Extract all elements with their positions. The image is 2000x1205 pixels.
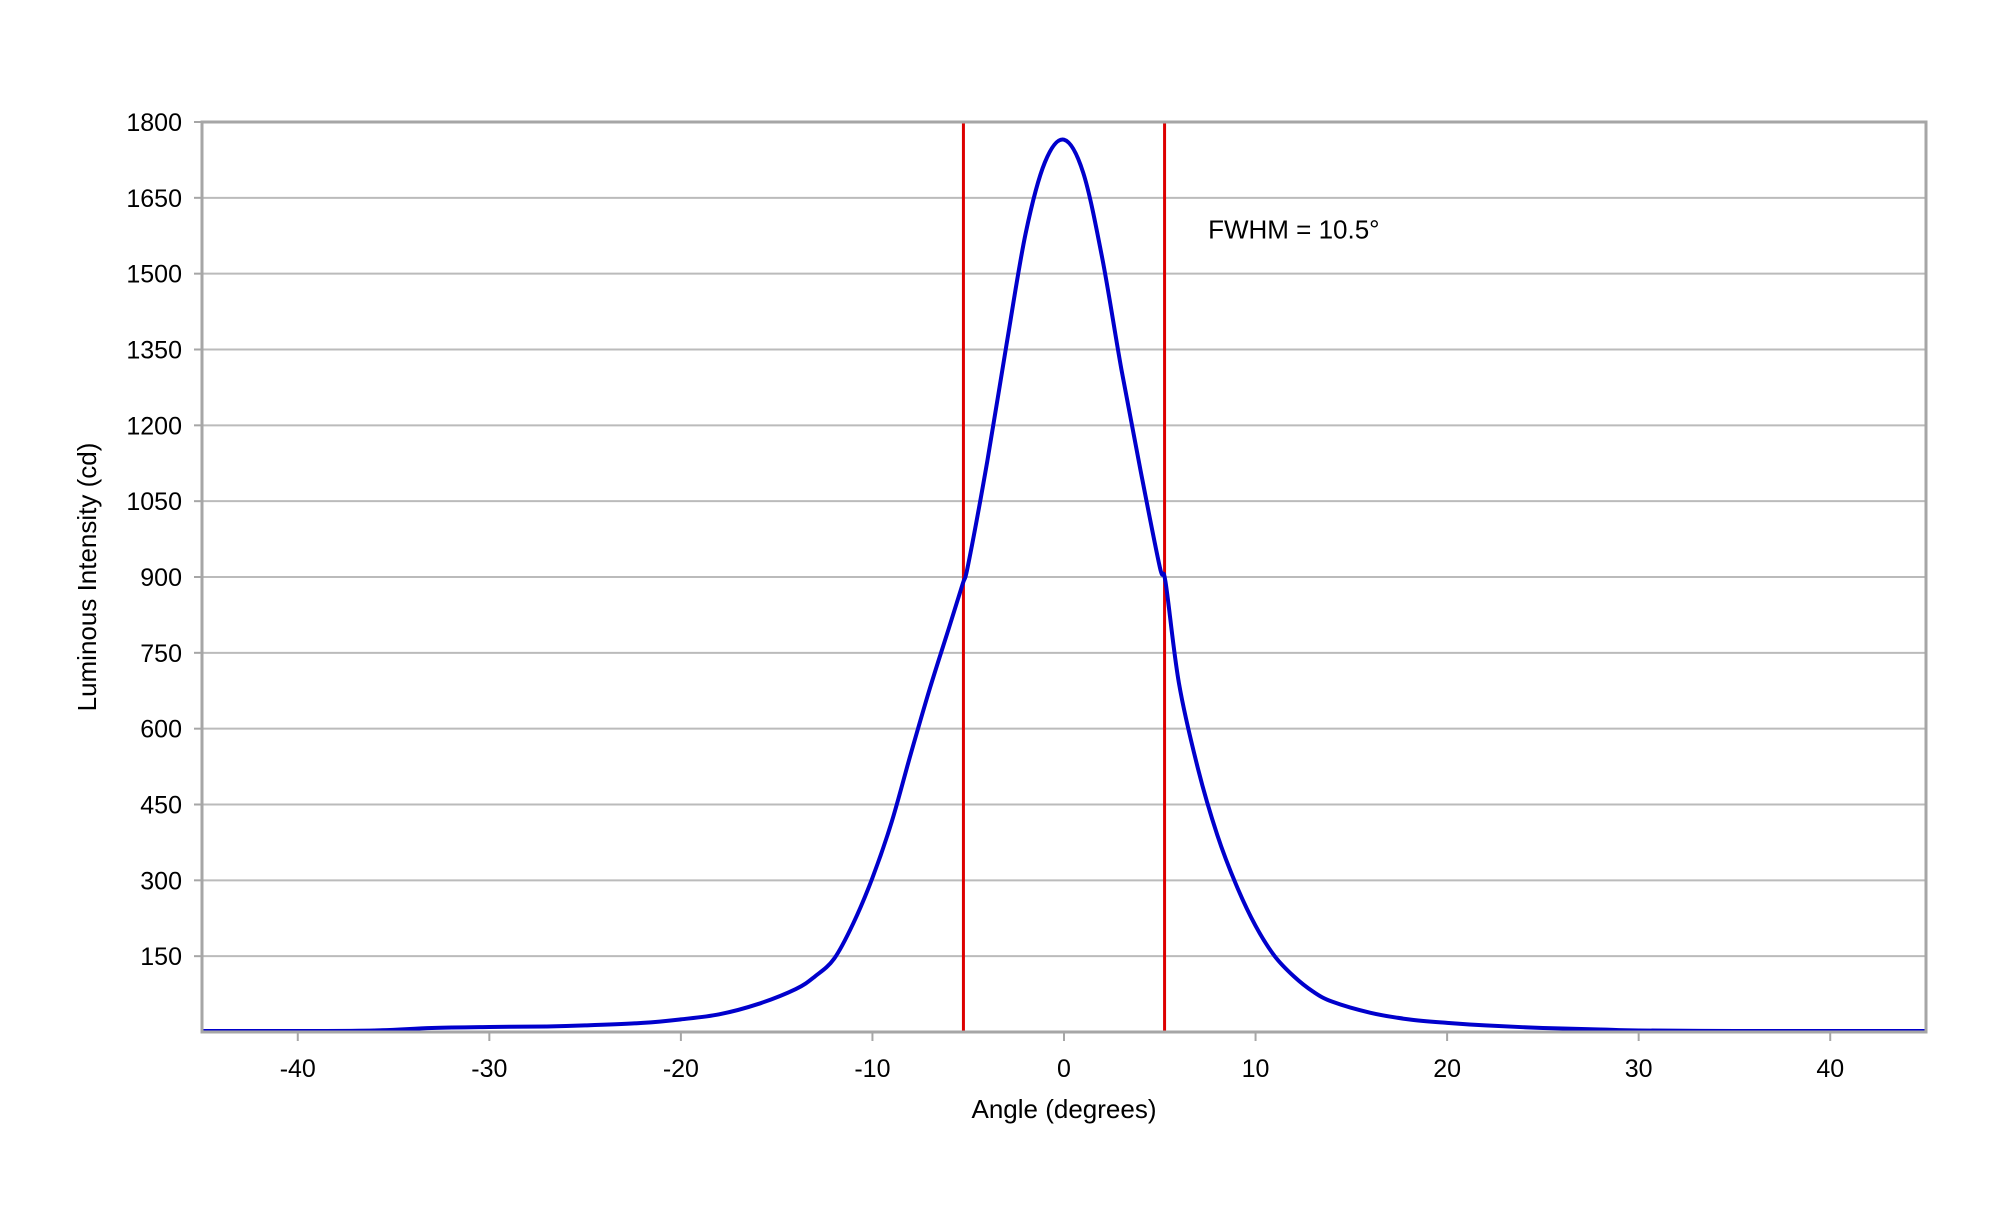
x-tick-label: -40 <box>280 1055 316 1083</box>
y-tick-label: 450 <box>140 792 182 820</box>
y-tick-label: 600 <box>140 716 182 744</box>
intensity-curve <box>201 137 1926 1034</box>
x-tick-label: -20 <box>663 1055 699 1083</box>
y-tick-label: 1800 <box>126 109 182 137</box>
x-tick-label: 40 <box>1816 1055 1844 1083</box>
y-tick-label: 150 <box>140 943 182 971</box>
y-tick-label: 900 <box>140 564 182 592</box>
x-tick-label: 0 <box>1057 1055 1071 1083</box>
y-tick-label: 300 <box>140 867 182 895</box>
x-tick-label: 10 <box>1242 1055 1270 1083</box>
y-tick-label: 1650 <box>126 185 182 213</box>
y-axis-ticks: 150 300 450 600 750 900 1050 1200 1350 1500 1650 18… <box>126 109 202 971</box>
grid-lines <box>202 121 1926 958</box>
y-tick-label: 750 <box>140 640 182 668</box>
y-tick-label: 1200 <box>126 412 182 440</box>
y-tick-label: 1050 <box>126 488 182 516</box>
x-axis-title: Angle (degrees) <box>972 1094 1157 1124</box>
y-tick-label: 1350 <box>126 337 182 365</box>
x-tick-label: 20 <box>1433 1055 1461 1083</box>
fwhm-annotation: FWHM = 10.5° <box>1208 214 1380 244</box>
series-layer <box>201 137 1926 1034</box>
x-tick-label: -10 <box>854 1055 890 1083</box>
x-tick-label: -30 <box>471 1055 507 1083</box>
y-axis-title: Luminous Intensity (cd) <box>72 443 102 712</box>
y-tick-label: 1500 <box>126 261 182 289</box>
x-tick-label: 30 <box>1625 1055 1653 1083</box>
x-axis-ticks: -40 -30 -20 -10 0 10 20 30 40 <box>280 1032 1844 1083</box>
